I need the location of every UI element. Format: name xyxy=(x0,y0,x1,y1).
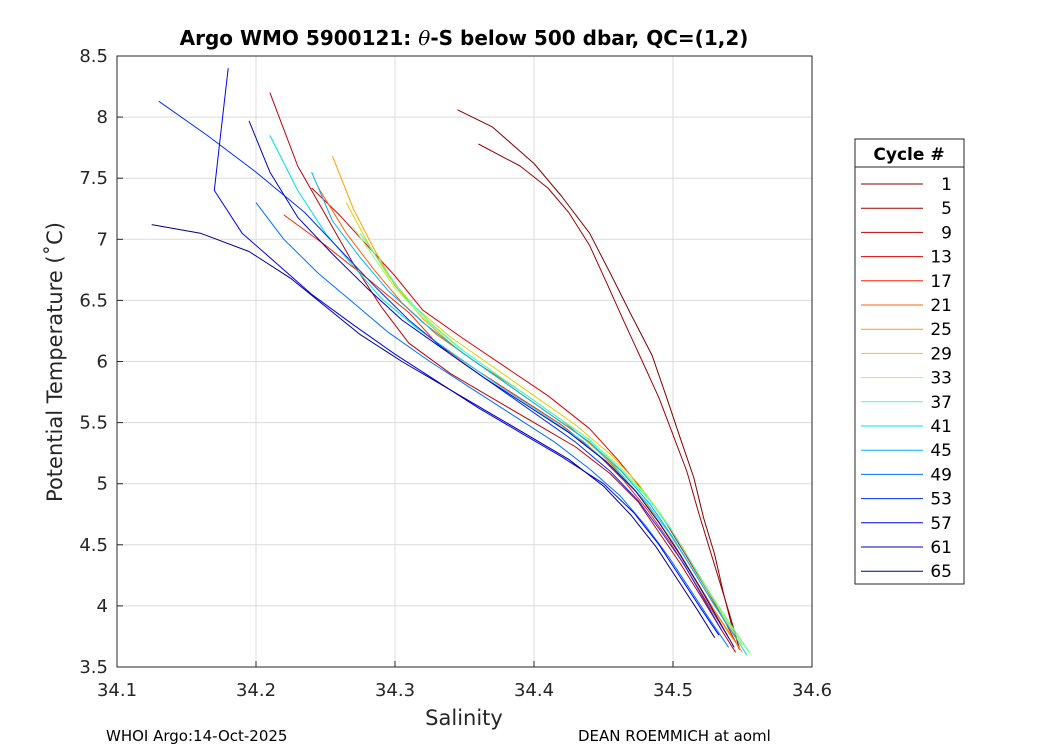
legend-label-cycle-41: 41 xyxy=(930,417,952,437)
legend-label-cycle-65: 65 xyxy=(930,562,952,582)
legend-label-cycle-49: 49 xyxy=(930,465,952,485)
legend-label-cycle-21: 21 xyxy=(930,296,952,316)
series-line-cycle-65 xyxy=(151,224,716,638)
series-lines xyxy=(151,68,752,656)
legend-label-cycle-37: 37 xyxy=(930,393,952,413)
legend-label-cycle-29: 29 xyxy=(930,344,952,364)
plot-area: 34.1 34.2 34.3 34.4 34.5 34.6 3.5 4 4.5 5 5.5 6 6.5… xyxy=(79,46,832,701)
y-tick-label: 8.5 xyxy=(79,46,108,67)
legend-label-cycle-57: 57 xyxy=(930,514,952,534)
legend-label-cycle-9: 9 xyxy=(941,223,952,243)
legend-box xyxy=(854,138,965,585)
x-tick-label: 34.1 xyxy=(97,680,137,701)
series-line-cycle-49 xyxy=(255,202,730,648)
legend: Cycle # 1 5 9 13 17 21 25 29 33 37 41 45 49 53 57 61 65 xyxy=(854,138,965,585)
x-tick-label: 34.3 xyxy=(375,680,415,701)
series-line-cycle-61 xyxy=(248,120,735,648)
series-line-cycle-37 xyxy=(359,232,750,653)
series-line-cycle-45 xyxy=(311,171,737,638)
legend-entries: 1 5 9 13 17 21 25 29 33 37 41 45 49 53 57 61 65 xyxy=(861,175,952,582)
legend-label-cycle-45: 45 xyxy=(930,441,952,461)
y-tick-labels: 3.5 4 4.5 5 5.5 6 6.5 7 7.5 8 8.5 xyxy=(79,46,123,678)
series-line-cycle-9 xyxy=(269,92,737,653)
legend-label-cycle-61: 61 xyxy=(930,538,952,558)
y-tick-label: 7.5 xyxy=(79,168,108,189)
legend-label-cycle-53: 53 xyxy=(930,490,952,510)
legend-label-cycle-13: 13 xyxy=(930,248,952,268)
footer-right: DEAN ROEMMICH at aoml xyxy=(578,727,771,745)
legend-label-cycle-17: 17 xyxy=(930,272,952,292)
series-line-cycle-1 xyxy=(457,109,741,649)
series-line-cycle-5 xyxy=(478,143,739,646)
y-tick-label: 5 xyxy=(97,474,108,495)
y-axis-label: Potential Temperature (˚C) xyxy=(43,222,67,502)
legend-label-cycle-1: 1 xyxy=(941,175,952,195)
x-tick-labels: 34.1 34.2 34.3 34.4 34.5 34.6 xyxy=(97,661,832,701)
chart-title-theta: θ xyxy=(418,26,430,50)
legend-label-cycle-5: 5 xyxy=(941,199,952,219)
x-axis-label: Salinity xyxy=(425,706,503,730)
footer-left: WHOI Argo:14-Oct-2025 xyxy=(106,727,287,745)
y-tick-label: 4.5 xyxy=(79,535,108,556)
y-tick-label: 4 xyxy=(97,596,108,617)
x-tick-label: 34.5 xyxy=(653,680,693,701)
chart-title: Argo WMO 5900121: θ-S below 500 dbar, QC… xyxy=(180,26,749,50)
grid-lines xyxy=(117,56,812,667)
x-tick-label: 34.6 xyxy=(792,680,832,701)
y-tick-label: 6 xyxy=(97,352,108,373)
chart-title-suffix: -S below 500 dbar, QC=(1,2) xyxy=(430,26,748,50)
x-tick-label: 34.2 xyxy=(236,680,276,701)
y-tick-label: 3.5 xyxy=(79,657,108,678)
y-tick-label: 8 xyxy=(97,107,108,128)
legend-label-cycle-33: 33 xyxy=(930,369,952,389)
legend-title: Cycle # xyxy=(873,145,944,165)
y-tick-label: 6.5 xyxy=(79,290,108,311)
legend-label-cycle-25: 25 xyxy=(930,320,952,340)
chart-title-prefix: Argo WMO 5900121: xyxy=(180,26,419,50)
x-tick-label: 34.4 xyxy=(514,680,554,701)
y-tick-label: 7 xyxy=(97,229,108,250)
y-tick-label: 5.5 xyxy=(79,413,108,434)
